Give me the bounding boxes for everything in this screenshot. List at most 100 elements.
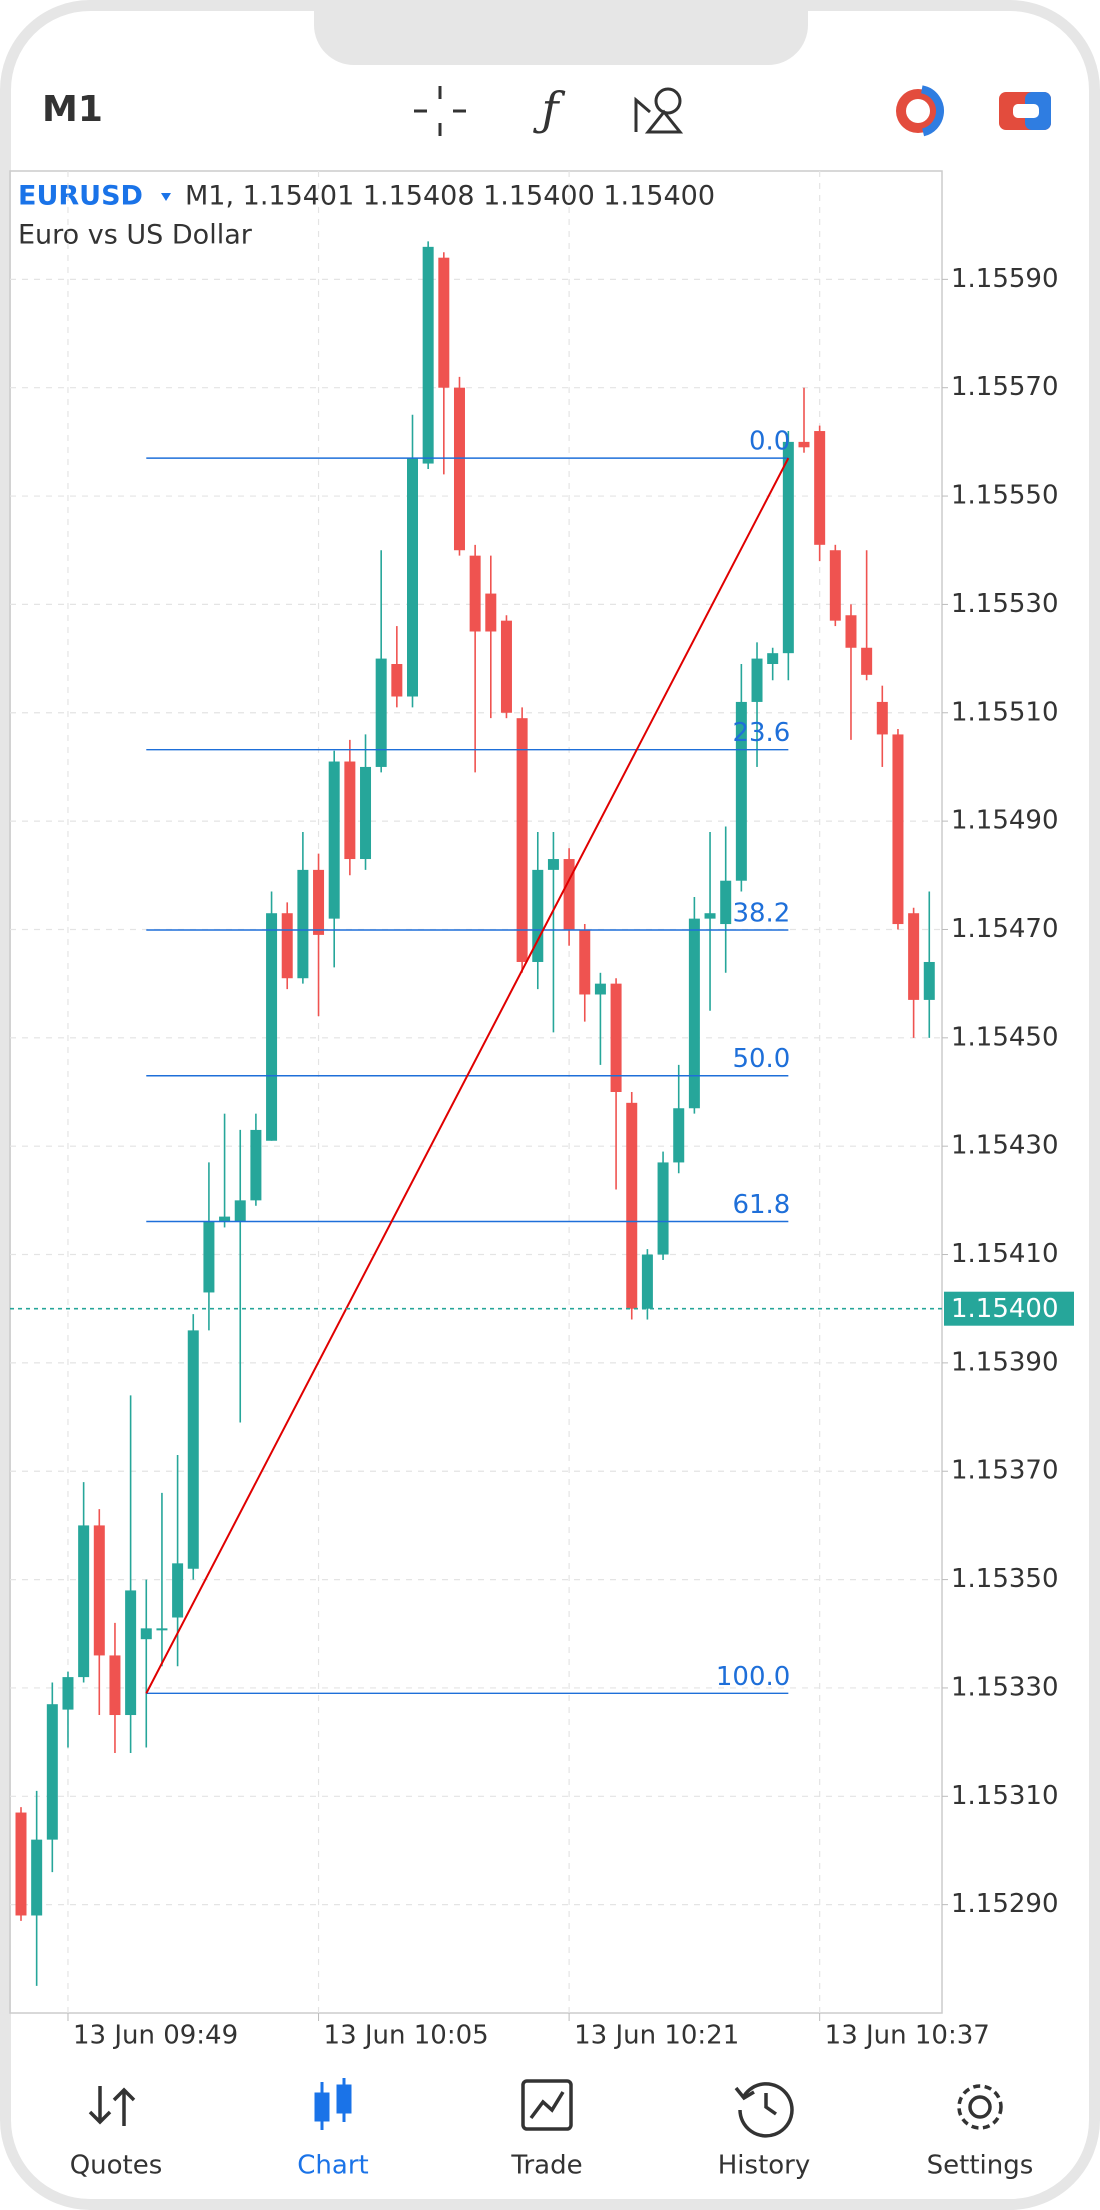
notch xyxy=(314,11,808,65)
candle-body xyxy=(250,1129,262,1201)
fibonacci-level-label: 50.0 xyxy=(732,1044,790,1074)
fibonacci-level-label: 61.8 xyxy=(732,1190,790,1220)
y-tick-label: 1.15490 xyxy=(951,806,1059,836)
candle-body xyxy=(563,859,575,930)
candle-body xyxy=(62,1677,74,1710)
y-tick-label: 1.15430 xyxy=(951,1131,1059,1161)
y-tick-label: 1.15290 xyxy=(951,1889,1059,1919)
x-tick-label: 13 Jun 10:05 xyxy=(324,2021,489,2051)
fibonacci-level-label: 0.0 xyxy=(749,427,790,457)
settings-icon xyxy=(957,2084,1003,2130)
candle-body xyxy=(641,1254,653,1309)
candle-body xyxy=(704,913,716,919)
candle-body xyxy=(360,766,372,860)
candle-body xyxy=(156,1628,168,1631)
trade-toggle-icon[interactable] xyxy=(999,92,1051,130)
tab-label[interactable]: Quotes xyxy=(70,2151,163,2181)
tab-label[interactable]: History xyxy=(718,2151,811,2181)
y-tick-label: 1.15370 xyxy=(951,1456,1059,1486)
candle-body xyxy=(579,929,591,995)
last-price-box xyxy=(944,1291,1074,1326)
candle-body xyxy=(469,555,481,632)
candle-body xyxy=(892,734,904,925)
candle-body xyxy=(767,653,779,665)
y-tick-label: 1.15510 xyxy=(951,697,1059,727)
candle-body xyxy=(782,441,794,654)
candle-body xyxy=(500,620,512,713)
chart: 1.15590 1.15570 1.15550 1.15530 1.15510 1.154… xyxy=(9,170,1074,2051)
objects-icon[interactable] xyxy=(634,87,684,134)
candle-body xyxy=(15,1812,27,1916)
candle-body xyxy=(422,246,434,464)
last-price-label: 1.15400 xyxy=(951,1294,1059,1324)
fibonacci-trend-line xyxy=(145,457,790,1694)
x-tick-label: 13 Jun 09:49 xyxy=(73,2021,238,2051)
candle-body xyxy=(485,593,497,632)
candle-body xyxy=(626,1102,638,1309)
x-tick-label: 13 Jun 10:21 xyxy=(574,2021,739,2051)
candle-body xyxy=(720,880,732,925)
y-tick-label: 1.15550 xyxy=(951,481,1059,511)
candle-body xyxy=(861,647,873,675)
candle-body xyxy=(266,913,278,1141)
tab-label[interactable]: Chart xyxy=(297,2151,368,2181)
candle-body xyxy=(281,913,293,979)
fibonacci-level-label: 23.6 xyxy=(732,718,790,748)
candle-body xyxy=(908,913,920,1000)
history-icon xyxy=(734,2082,794,2138)
candle-body xyxy=(344,761,356,860)
candle-body xyxy=(532,869,544,962)
candle-body xyxy=(187,1330,199,1569)
candle-body xyxy=(391,664,403,697)
candle-body xyxy=(673,1108,685,1163)
candle-body xyxy=(203,1222,215,1293)
candle-body xyxy=(798,441,810,448)
candle-body xyxy=(109,1655,121,1716)
y-tick-label: 1.15330 xyxy=(951,1672,1059,1702)
tab-label[interactable]: Settings xyxy=(927,2151,1034,2181)
trade-icon xyxy=(521,2079,573,2131)
account-icon[interactable] xyxy=(892,85,944,137)
candle-body xyxy=(453,387,465,551)
candle-body xyxy=(297,869,309,979)
y-tick-label: 1.15350 xyxy=(951,1564,1059,1594)
candle-body xyxy=(93,1525,105,1656)
candle-body xyxy=(219,1216,231,1223)
symbol[interactable]: EURUSD xyxy=(18,181,143,212)
ohlc-info: M1, 1.15401 1.15408 1.15400 1.15400 xyxy=(185,181,715,212)
plot-area xyxy=(9,170,943,2014)
candle-body xyxy=(234,1200,246,1223)
candle-body xyxy=(31,1839,43,1916)
candle-body xyxy=(140,1628,152,1640)
y-tick-label: 1.15470 xyxy=(951,914,1059,944)
candle-body xyxy=(46,1704,58,1840)
candle-body xyxy=(547,859,559,870)
y-tick-label: 1.15310 xyxy=(951,1781,1059,1811)
y-tick-label: 1.15410 xyxy=(951,1239,1059,1269)
candle-body xyxy=(125,1590,137,1716)
tab-bar xyxy=(88,2078,1003,2138)
chart-icon xyxy=(314,2078,352,2130)
candle-body xyxy=(594,983,606,995)
y-tick-label: 1.15530 xyxy=(951,589,1059,619)
fibonacci-level-label: 38.2 xyxy=(732,898,790,928)
fibonacci-level-label: 100.0 xyxy=(716,1662,790,1692)
tab-label[interactable]: Trade xyxy=(510,2151,582,2181)
candle-body xyxy=(375,658,387,767)
indicators-icon[interactable]: ƒ xyxy=(532,82,565,136)
timeframe-button[interactable]: M1 xyxy=(42,89,103,130)
candle-body xyxy=(78,1525,90,1678)
candle-body xyxy=(923,961,935,1000)
candle-body xyxy=(845,615,857,648)
candle-body xyxy=(438,257,450,388)
candle-body xyxy=(657,1162,669,1255)
crosshair-icon[interactable] xyxy=(414,86,466,136)
x-tick-label: 13 Jun 10:37 xyxy=(825,2021,990,2051)
candle-body xyxy=(814,431,826,545)
candle-body xyxy=(610,983,622,1092)
candle-body xyxy=(407,458,418,697)
candle-body xyxy=(313,869,325,935)
symbol-dropdown-icon[interactable] xyxy=(161,193,171,201)
